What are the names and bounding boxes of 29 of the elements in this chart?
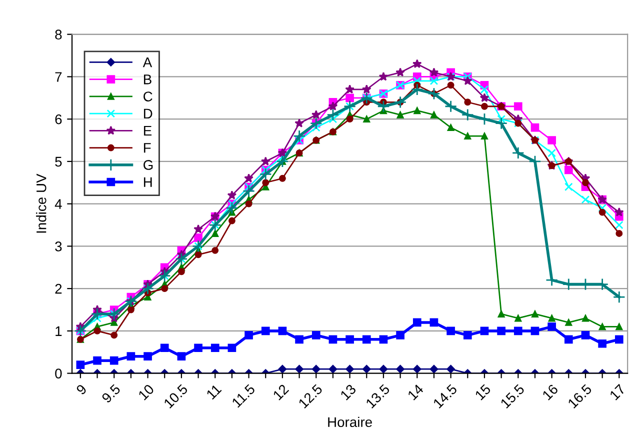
x-tick-label: 12: [272, 384, 290, 400]
y-axis-title: Indice UV: [36, 174, 46, 233]
x-axis-title: Horaire: [328, 416, 372, 428]
y-tick-label: 2: [55, 284, 62, 294]
x-tick-label: 11: [206, 384, 222, 400]
legend-label: A: [142, 58, 152, 68]
legend-label: F: [144, 143, 151, 153]
legend-label: C: [144, 92, 152, 102]
y-tick-label: 0: [55, 368, 62, 378]
y-tick-label: 7: [55, 72, 62, 82]
x-tick-label: 16: [542, 384, 559, 400]
x-tick-label: 9.5: [101, 384, 121, 404]
x-tick-label: 17: [609, 384, 626, 400]
x-tick-label: 9: [76, 384, 88, 396]
legend-label: B: [144, 74, 152, 84]
y-tick-label: 5: [55, 156, 62, 167]
x-tick-label: 14: [407, 384, 424, 400]
x-tick-label: 15: [474, 384, 492, 400]
legend-label: D: [144, 108, 152, 118]
legend-label: H: [144, 177, 152, 187]
legend-label: E: [144, 126, 152, 136]
x-tick-label: 13: [340, 384, 357, 400]
y-tick-label: 3: [55, 242, 62, 252]
y-tick-label: 6: [55, 114, 62, 124]
y-tick-label: 8: [55, 30, 62, 40]
x-tick-label: 10: [138, 384, 155, 400]
y-tick-label: 4: [54, 199, 62, 209]
legend-label: G: [144, 160, 153, 170]
y-tick-label: 1: [56, 326, 62, 336]
